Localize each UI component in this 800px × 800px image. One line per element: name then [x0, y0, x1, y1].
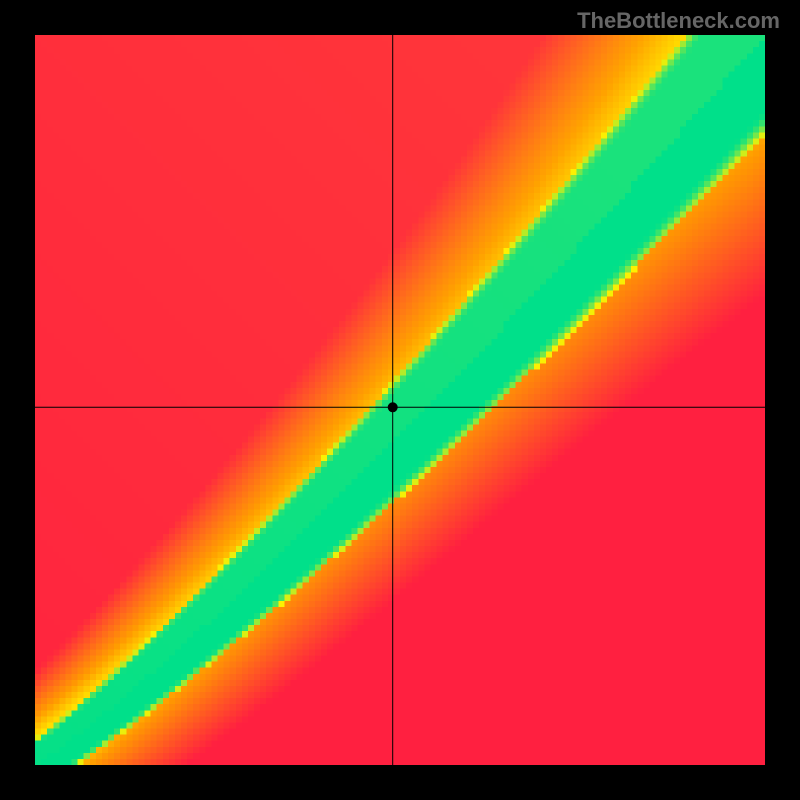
watermark-text: TheBottleneck.com	[577, 8, 780, 34]
plot-area	[35, 35, 765, 765]
heatmap-canvas	[35, 35, 765, 765]
